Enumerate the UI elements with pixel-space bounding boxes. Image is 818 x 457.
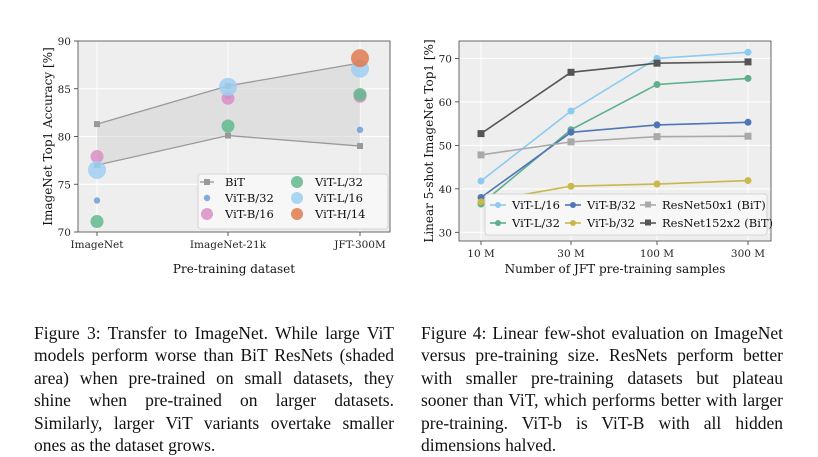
line-resnet50x1-bit-marker (477, 151, 485, 159)
line-vit-b-32-marker (567, 182, 575, 190)
legend-swatch-bit-marker (204, 179, 210, 185)
chart-few-shot: 30 40 50 60 70 10 M 30 M 100 M 300 M ViT-L/16 ViT-… (422, 39, 773, 276)
bit-lower-marker (225, 132, 231, 139)
bit-lower-marker (357, 143, 363, 150)
x-tick-label: 10 M (467, 248, 495, 260)
legend-label: ViT-B/32 (224, 191, 274, 205)
x-tick-label: 30 M (557, 248, 585, 260)
line-vit-b-32 (480, 121, 749, 199)
point-vit-l-16 (219, 77, 237, 96)
line-resnet50x1-bit-marker (744, 132, 752, 140)
point-vit-l-32 (90, 214, 104, 228)
y-tick-label: 85 (58, 84, 71, 96)
legend-swatch (291, 192, 303, 204)
bit-shaded-area (97, 62, 360, 166)
legend-label: BiT (225, 175, 245, 189)
line-vit-b-32-marker (567, 128, 575, 136)
line-vit-b-32-marker (744, 177, 752, 185)
line-vit-l-16-marker (567, 107, 575, 115)
y-tick-label: 70 (439, 53, 452, 65)
x-tick-label: 300 M (731, 248, 765, 260)
line-resnet152x2-bit-marker (477, 130, 485, 138)
point-vit-b-32 (356, 126, 364, 134)
point-vit-l-32 (221, 119, 235, 133)
line-vit-l-16-marker (477, 177, 485, 185)
y-tick-label: 30 (439, 227, 452, 239)
point-vit-b-32 (93, 197, 101, 204)
legend-label: ResNet50x1 (BiT) (662, 198, 766, 212)
legend-swatch-marker (495, 202, 501, 208)
line-vit-l-32 (480, 77, 749, 205)
legend-label: ViT-B/32 (586, 198, 636, 212)
point-vit-l-16 (88, 160, 106, 179)
y-tick-label: 90 (58, 36, 71, 48)
line-vit-b-32-marker (744, 118, 752, 126)
point-vit-b-16 (90, 150, 104, 164)
legend-swatch-marker (645, 219, 651, 226)
line-vit-b-32-marker (653, 180, 661, 188)
legend-box (484, 193, 768, 236)
x-tick-label: ImageNet-21k (190, 239, 267, 251)
line-vit-l-32-marker (653, 80, 661, 88)
y-tick-label: 50 (439, 140, 452, 152)
x-tick-label: ImageNet (71, 239, 125, 251)
line-vit-l-16-marker (744, 48, 752, 56)
legend-swatch (203, 194, 211, 202)
y-axis-label: Linear 5-shot ImageNet Top1 [%] (422, 39, 436, 242)
point-vit-l-32 (353, 87, 367, 101)
x-tick-label: JFT-300M (333, 239, 386, 251)
figure-area: 70 75 80 85 90 ImageNet ImageNet-21k JFT-300M Bi… (41, 36, 773, 276)
line-resnet50x1-bit (480, 135, 749, 156)
line-resnet152x2-bit (480, 61, 749, 135)
line-resnet152x2-bit-marker (744, 58, 752, 66)
point-vit-h-14 (351, 49, 369, 68)
x-tick-label: 100 M (640, 248, 674, 260)
plot-frame (77, 40, 391, 233)
plot-frame (458, 40, 772, 242)
chart-transfer-imagenet: 70 75 80 85 90 ImageNet ImageNet-21k JFT-300M Bi… (41, 36, 391, 276)
legend-label: ViT-L/16 (314, 191, 363, 205)
line-vit-l-16 (480, 51, 749, 182)
legend-swatch (291, 176, 303, 188)
bit-upper-marker (94, 121, 100, 128)
y-tick-label: 75 (58, 179, 71, 191)
legend-swatch-marker (570, 220, 576, 226)
y-tick-label: 70 (58, 227, 71, 239)
legend-label: ViT-H/14 (314, 207, 365, 221)
y-tick-label: 80 (58, 132, 71, 144)
line-vit-b-32-marker (653, 121, 661, 129)
y-tick-label: 40 (439, 184, 452, 196)
legend-label: ResNet152x2 (BiT) (662, 216, 773, 230)
line-resnet152x2-bit-marker (567, 68, 575, 76)
y-axis-label: ImageNet Top1 Accuracy [%] (41, 47, 55, 226)
line-resnet152x2-bit-marker (653, 59, 661, 67)
legend-label: ViT-b/32 (586, 216, 635, 230)
figure-3-caption: Figure 3: Transfer to ImageNet. While la… (34, 322, 394, 456)
figure-4-caption: Figure 4: Linear few-shot evaluation on … (421, 322, 783, 456)
y-tick-label: 60 (439, 97, 452, 109)
legend-swatch (291, 208, 303, 220)
legend-swatch (201, 208, 213, 220)
legend-swatch-marker (645, 201, 651, 208)
legend-label: ViT-L/32 (314, 175, 363, 189)
x-axis-label: Pre-training dataset (173, 262, 295, 276)
legend-label: ViT-L/32 (511, 216, 560, 230)
x-axis-label: Number of JFT pre-training samples (505, 262, 726, 276)
legend-swatch-marker (495, 220, 501, 226)
line-resnet50x1-bit-marker (567, 138, 575, 146)
legend-label: ViT-B/16 (224, 207, 274, 221)
line-vit-b-32-marker (477, 198, 485, 206)
line-resnet50x1-bit-marker (653, 133, 661, 141)
line-vit-l-32-marker (744, 74, 752, 82)
legend-swatch-marker (570, 202, 576, 208)
legend-label: ViT-L/16 (511, 198, 560, 212)
